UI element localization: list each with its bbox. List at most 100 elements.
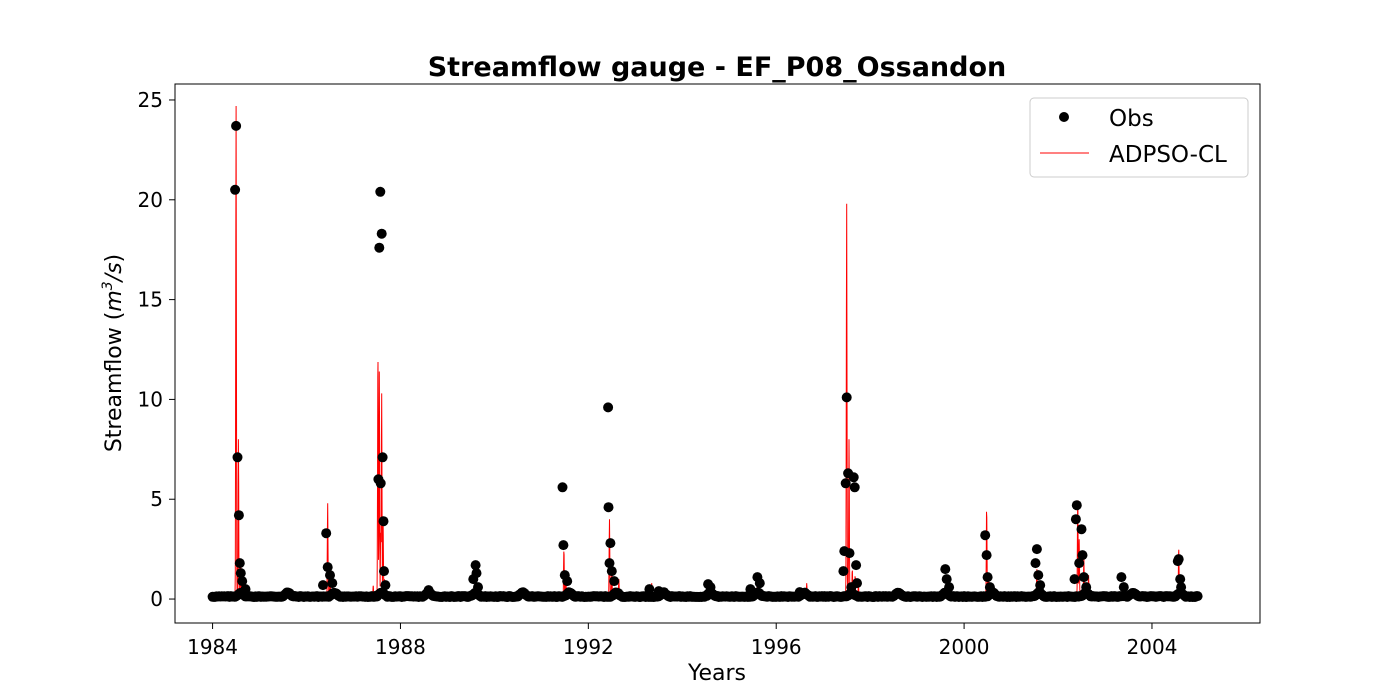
obs-point (705, 582, 716, 593)
obs-point (1176, 582, 1187, 593)
obs-point (840, 478, 851, 489)
obs-point (231, 120, 242, 131)
obs-point (606, 566, 617, 577)
obs-point (1081, 582, 1092, 593)
y-axis-title-unit: m (102, 290, 127, 311)
obs-point (321, 528, 332, 539)
x-tick-label: 1992 (563, 635, 614, 659)
obs-point (1192, 591, 1203, 602)
obs-point (325, 570, 335, 581)
obs-point (234, 558, 245, 569)
obs-point (848, 472, 859, 483)
obs-point (1078, 572, 1089, 583)
obs-point (981, 550, 992, 561)
obs-point (473, 582, 483, 593)
obs-point (375, 478, 386, 489)
obs-point (980, 530, 991, 541)
obs-point (604, 558, 615, 569)
obs-point (232, 452, 243, 463)
obs-point (376, 228, 387, 239)
obs-point (982, 572, 993, 583)
obs-point (1118, 582, 1129, 593)
x-axis: 1984 1988 1992 1996 2000 2004 (187, 623, 1177, 659)
y-tick-label: 15 (138, 288, 163, 312)
obs-point (233, 510, 244, 521)
x-tick-label: 1996 (751, 635, 802, 659)
y-tick-label: 5 (150, 487, 163, 511)
x-tick-label: 2000 (939, 635, 990, 659)
y-axis: 0 5 10 15 20 25 (138, 88, 175, 611)
obs-point (318, 580, 328, 591)
y-axis-title-suffix: ) (102, 254, 127, 263)
legend-obs-label: Obs (1109, 106, 1154, 132)
obs-point (844, 548, 855, 559)
obs-point (237, 576, 248, 587)
x-tick-label: 1984 (187, 635, 238, 659)
obs-point (1173, 554, 1184, 565)
chart-title: Streamflow gauge - EF_P08_Ossandon (428, 52, 1007, 83)
obs-point (605, 538, 616, 549)
obs-point (745, 584, 756, 595)
obs-point (941, 574, 952, 585)
y-tick-label: 10 (138, 387, 163, 411)
y-axis-title: Streamflow (m3/s) (100, 254, 127, 452)
obs-point (327, 578, 338, 589)
obs-point (240, 584, 251, 595)
obs-point (1175, 574, 1186, 585)
obs-points-layer (207, 120, 1203, 602)
obs-point (841, 392, 852, 403)
y-tick-label: 0 (150, 587, 163, 611)
obs-point (1035, 580, 1046, 591)
obs-point (375, 186, 386, 197)
obs-point (380, 580, 391, 591)
obs-point (378, 516, 389, 527)
obs-point (230, 184, 241, 195)
obs-point (653, 586, 664, 597)
x-axis-title: Years (687, 661, 746, 686)
obs-point (984, 582, 995, 593)
obs-point (944, 582, 955, 593)
y-tick-label: 25 (138, 88, 163, 112)
x-tick-label: 2004 (1127, 635, 1178, 659)
plot-frame (174, 83, 1261, 624)
obs-point (838, 566, 849, 577)
obs-point (940, 564, 951, 575)
obs-point (644, 584, 655, 595)
obs-point (377, 452, 388, 463)
obs-point (609, 576, 620, 587)
obs-point (1074, 558, 1085, 569)
obs-point (558, 540, 569, 551)
obs-point (1076, 524, 1087, 535)
obs-point (235, 568, 246, 579)
obs-point (846, 582, 857, 593)
obs-point (849, 482, 860, 493)
y-tick-label: 20 (138, 188, 163, 212)
obs-point (379, 566, 389, 577)
obs-point (470, 560, 481, 571)
obs-point (374, 242, 385, 253)
y-axis-title-prefix: Streamflow ( (102, 312, 127, 453)
obs-point (423, 585, 434, 596)
obs-point (851, 560, 862, 571)
legend-box (1029, 97, 1249, 178)
obs-point (1070, 514, 1081, 525)
obs-point (1033, 570, 1044, 581)
x-tick-label: 1988 (375, 635, 426, 659)
obs-point (794, 587, 805, 598)
obs-point (603, 402, 614, 413)
obs-point (1116, 572, 1127, 583)
legend: Obs ADPSO-CL (1029, 97, 1249, 178)
legend-model-label: ADPSO-CL (1109, 142, 1227, 168)
obs-point (603, 502, 614, 513)
y-axis-title-unit-sup: 3 (100, 281, 116, 290)
obs-point (1071, 500, 1082, 511)
obs-point (468, 574, 479, 585)
obs-point (754, 578, 765, 589)
y-axis-title-unit-rest: /s (102, 262, 127, 283)
obs-point (1077, 550, 1088, 561)
obs-point (562, 576, 573, 587)
obs-point (1030, 558, 1041, 569)
legend-obs-marker (1059, 112, 1069, 122)
obs-point (557, 482, 568, 493)
